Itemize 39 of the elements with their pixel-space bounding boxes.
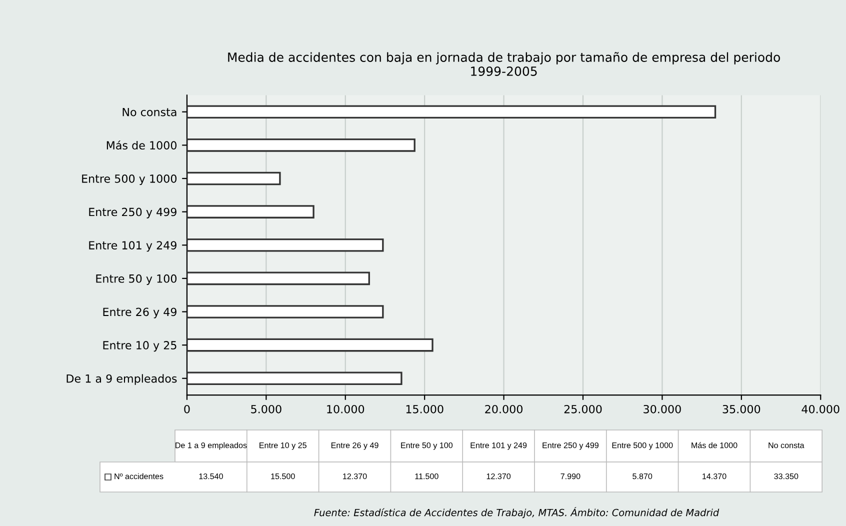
x-tick-label: 35.000 bbox=[722, 404, 760, 414]
text: 12.370 bbox=[486, 473, 511, 480]
category-label: No consta bbox=[768, 442, 804, 448]
x-tick-label: 25.000 bbox=[564, 404, 602, 414]
x-tick-label: 10.000 bbox=[327, 404, 364, 414]
y-tick-label: De 1 a 9 empleados bbox=[66, 374, 177, 385]
category-label: Más de 1000 bbox=[692, 442, 738, 448]
y-tick-label: No consta bbox=[122, 108, 176, 116]
text: 14.370 bbox=[702, 473, 726, 480]
chart-title: Media de accidentes con baja en jornada de trabajo por tamaño de empresa del periodo 1999-2005 bbox=[228, 52, 780, 76]
y-tick-label: Entre 26 y 49 bbox=[103, 308, 176, 318]
text: 12.370 bbox=[343, 473, 367, 480]
y-tick-label: Entre 50 y 100 bbox=[96, 274, 177, 285]
text: 33.350 bbox=[774, 473, 798, 480]
y-tick-label: Más de 1000 bbox=[106, 140, 177, 150]
text: 15.500 bbox=[271, 473, 295, 480]
x-tick-label: 0 bbox=[184, 404, 190, 414]
legend-label: Nº accidentes bbox=[114, 473, 164, 480]
text: 7.990 bbox=[560, 473, 580, 480]
y-tick-label: Entre 10 y 25 bbox=[103, 341, 176, 352]
text: 11.500 bbox=[415, 473, 438, 480]
category-label: Entre 50 y 100 bbox=[401, 442, 453, 450]
x-tick-label: 40.000 bbox=[802, 404, 840, 414]
y-tick-label: Entre 500 y 1000 bbox=[82, 174, 177, 186]
category-label: Entre 500 y 1000 bbox=[612, 442, 673, 450]
y-tick-label: Entre 101 y 249 bbox=[89, 241, 176, 252]
x-tick-label: 15.000 bbox=[406, 404, 444, 414]
category-label: Entre 10 y 25 bbox=[260, 442, 306, 450]
source-note: Fuente: Estadística de Accidentes de Trabajo, MTAS. Ámbito: Comunidad de Madrid bbox=[314, 507, 720, 518]
x-tick-label: 5.000 bbox=[251, 404, 282, 414]
category-label: De 1 a 9 empleados bbox=[176, 442, 247, 450]
text: 13.540 bbox=[199, 473, 223, 480]
x-tick-label: 30.000 bbox=[644, 404, 681, 414]
category-label: Entre 101 y 249 bbox=[470, 442, 527, 450]
text: 5.870 bbox=[632, 473, 652, 480]
category-label: Entre 250 y 499 bbox=[542, 442, 599, 450]
y-tick-label: Entre 250 y 499 bbox=[89, 208, 176, 218]
category-label: Entre 26 y 49 bbox=[331, 442, 378, 450]
x-tick-label: 20.000 bbox=[485, 404, 522, 414]
